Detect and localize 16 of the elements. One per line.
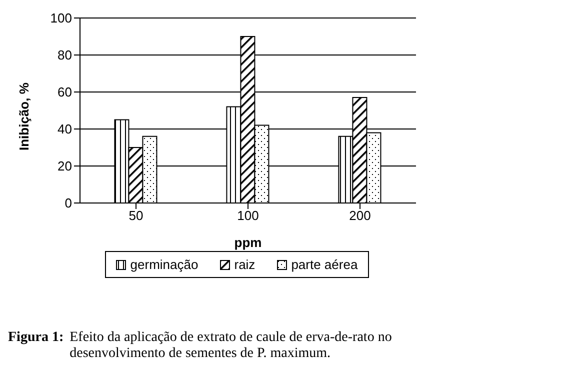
y-tick-label: 0 (64, 196, 72, 211)
y-tick-label: 60 (58, 84, 72, 100)
legend-label: germinação (129, 257, 198, 272)
text: Efeito da aplicação de extrato de caule de erva-de-rato no desenvolvimento de sementes de P. maximum. (70, 330, 393, 362)
x-tick-label: 200 (349, 208, 371, 224)
legend-label: raiz (233, 257, 256, 272)
y-tick-label: 100 (50, 10, 72, 26)
y-axis-title: Inibição, % (16, 82, 32, 150)
y-tick-label: 80 (58, 48, 72, 63)
x-axis-title: ppm (234, 235, 262, 250)
x-tick-label: 100 (237, 208, 259, 224)
text: Figura 1: (8, 330, 64, 347)
y-tick-label: 40 (58, 122, 72, 137)
x-tick-label: 50 (128, 208, 144, 224)
legend-label: parte aérea (290, 257, 358, 272)
y-tick-label: 20 (58, 158, 72, 174)
